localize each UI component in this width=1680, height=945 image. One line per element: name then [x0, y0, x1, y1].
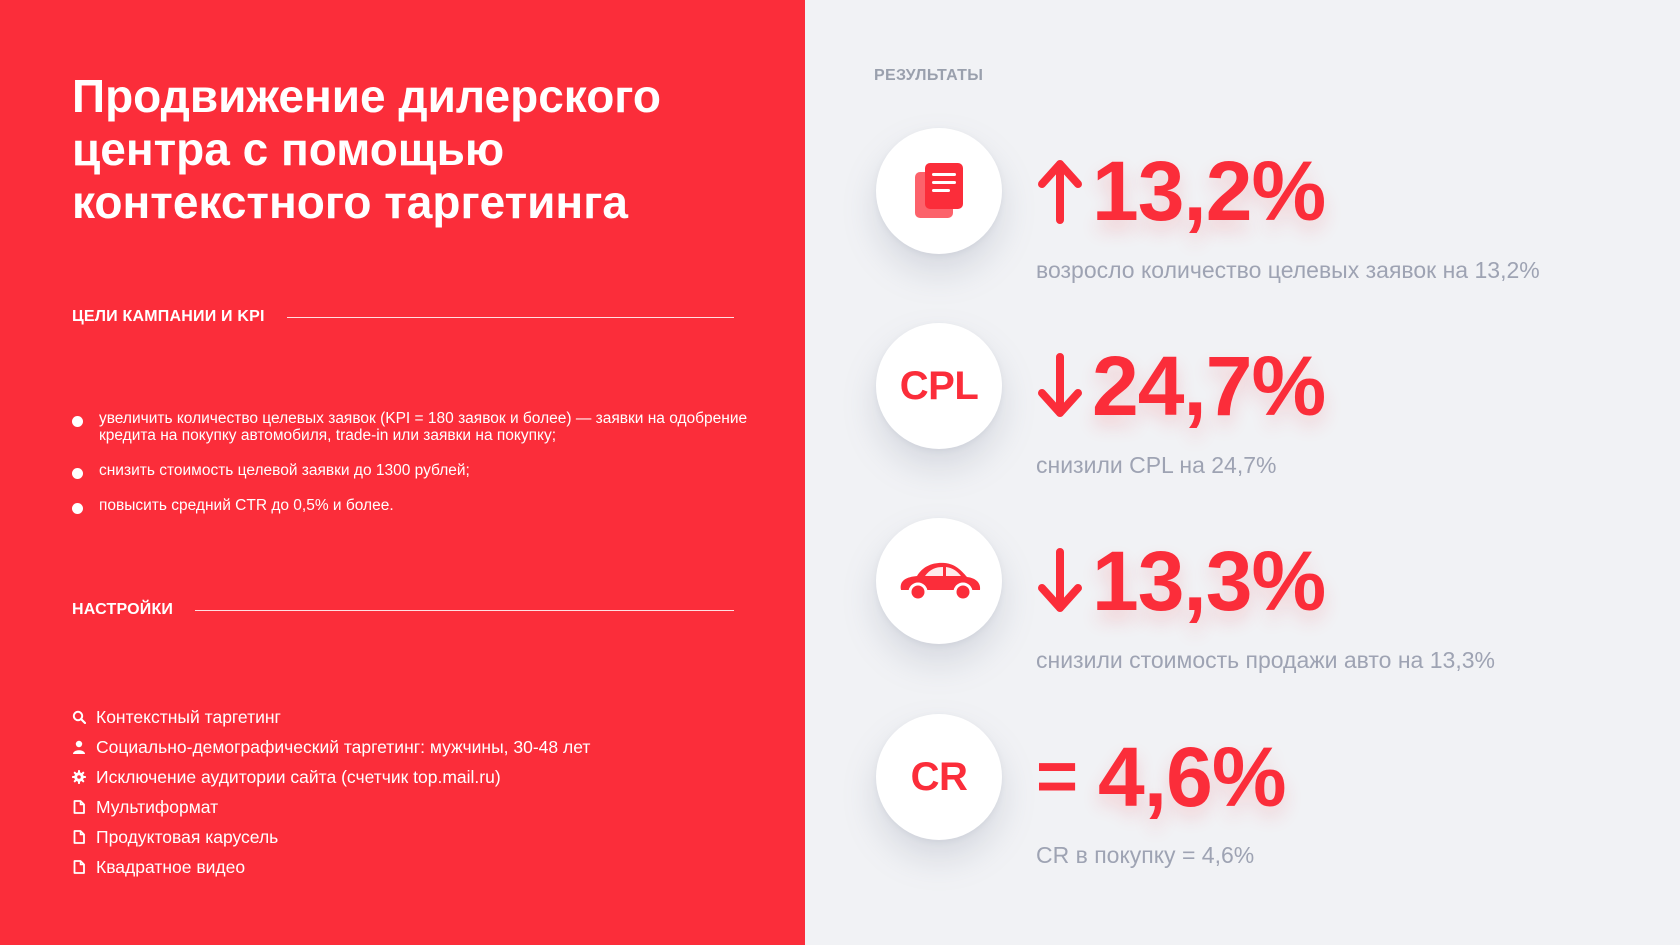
left-panel: Продвижение дилерского центра с помощью …	[0, 0, 805, 945]
result-value: 13,3%	[1092, 534, 1326, 628]
cpl-badge-label: CPL	[899, 363, 979, 408]
title-line-3: контекстного таргетинга	[72, 176, 628, 228]
user-icon	[73, 740, 85, 754]
goal-text: повысить средний CTR до 0,5% и более.	[99, 497, 394, 514]
goal-item: повысить средний CTR до 0,5% и более.	[72, 497, 752, 514]
settings-item: Продуктовая карусель	[72, 822, 590, 852]
result-caption: снизили стоимость продажи авто на 13,3%	[1036, 647, 1495, 673]
cr-badge-label: CR	[910, 754, 968, 799]
title-line-2: центра с помощью	[72, 123, 505, 175]
result-badge: CR	[876, 714, 1002, 840]
bullet-dot	[72, 503, 83, 514]
goal-text: увеличить количество целевых заявок (KPI…	[99, 410, 748, 444]
result-badge: CPL	[876, 323, 1002, 449]
gear-icon	[72, 770, 86, 784]
result-value: 4,6%	[1098, 730, 1286, 824]
result-badge	[876, 128, 1002, 254]
result-metric: 13,2%	[1036, 144, 1326, 238]
result-metric: = 4,6%	[1036, 730, 1287, 824]
settings-list: Контекстный таргетинг Социально-демограф…	[72, 702, 590, 882]
result-metric: 24,7%	[1036, 339, 1326, 433]
documents-icon	[915, 163, 963, 218]
settings-item-text: Социально-демографический таргетинг: муж…	[96, 736, 591, 757]
goals-section-header: ЦЕЛИ КАМПАНИИ И KPI	[72, 305, 734, 329]
arrow-up-icon	[1038, 160, 1082, 224]
settings-item: Квадратное видео	[72, 852, 590, 882]
result-caption: CR в покупку = 4,6%	[1036, 842, 1255, 868]
search-icon	[72, 710, 86, 724]
car-icon	[900, 562, 981, 602]
bullet-dot	[72, 416, 83, 427]
settings-item: Исключение аудитории сайта (счетчик top.…	[72, 762, 590, 792]
settings-item-text: Квадратное видео	[96, 856, 246, 877]
goals-heading: ЦЕЛИ КАМПАНИИ И KPI	[72, 308, 265, 325]
settings-item-text: Исключение аудитории сайта (счетчик top.…	[96, 766, 501, 787]
title-line-1: Продвижение дилерского	[72, 70, 661, 122]
settings-item-text: Контекстный таргетинг	[96, 706, 281, 727]
document-icon	[73, 860, 85, 874]
page-title: Продвижение дилерского центра с помощью …	[72, 70, 661, 229]
goal-text: снизить стоимость целевой заявки до 1300…	[99, 462, 470, 479]
results-heading: РЕЗУЛЬТАТЫ	[874, 67, 984, 84]
result-caption: возросло количество целевых заявок на 13…	[1036, 257, 1540, 283]
settings-item: Контекстный таргетинг	[72, 702, 590, 732]
settings-heading: НАСТРОЙКИ	[72, 601, 174, 618]
result-badge	[876, 518, 1002, 644]
result-caption: снизили CPL на 24,7%	[1036, 452, 1277, 478]
arrow-down-icon	[1038, 548, 1082, 612]
equals-sign: =	[1036, 737, 1079, 817]
arrow-down-icon	[1038, 353, 1082, 417]
document-icon	[73, 800, 85, 814]
settings-section-header: НАСТРОЙКИ	[72, 598, 734, 622]
settings-divider	[195, 609, 734, 611]
goals-list: увеличить количество целевых заявок (KPI…	[72, 410, 752, 532]
settings-item-text: Продуктовая карусель	[96, 826, 279, 847]
result-value: 13,2%	[1092, 144, 1326, 238]
settings-item: Мультиформат	[72, 792, 590, 822]
result-metric: 13,3%	[1036, 534, 1326, 628]
goal-item: увеличить количество целевых заявок (KPI…	[72, 410, 752, 444]
document-icon	[73, 830, 85, 844]
result-value: 24,7%	[1092, 339, 1326, 433]
settings-item: Социально-демографический таргетинг: муж…	[72, 732, 590, 762]
bullet-dot	[72, 468, 83, 479]
goals-divider	[286, 316, 734, 318]
settings-item-text: Мультиформат	[96, 796, 219, 817]
goal-item: снизить стоимость целевой заявки до 1300…	[72, 462, 752, 479]
